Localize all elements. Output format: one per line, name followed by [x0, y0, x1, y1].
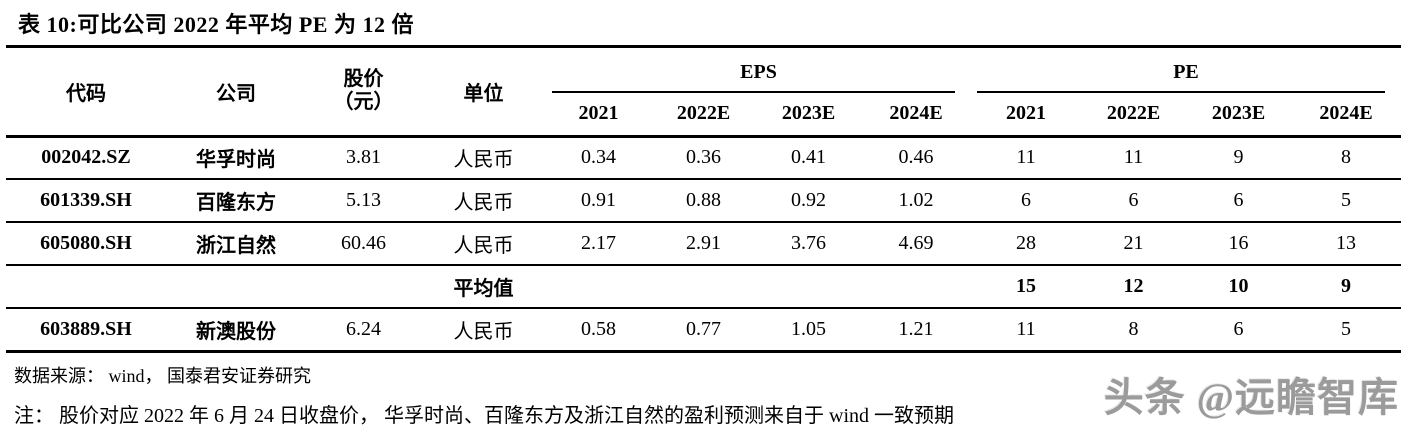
col-header-code: 代码 — [6, 48, 166, 138]
table-cell: 0.77 — [651, 308, 756, 353]
table-cell: 平均值 — [421, 265, 546, 309]
table-cell: 0.46 — [861, 136, 971, 180]
table-cell: 人民币 — [421, 136, 546, 180]
table-cell: 15 — [971, 265, 1081, 309]
table-cell: 5.13 — [306, 179, 421, 223]
table-cell: 11 — [1081, 136, 1186, 180]
table-cell — [166, 265, 306, 309]
table-cell: 60.46 — [306, 222, 421, 266]
col-group-eps: EPS — [546, 48, 971, 93]
table-cell: 人民币 — [421, 179, 546, 223]
table-cell: 新澳股份 — [166, 308, 306, 353]
eps-year-2023e: 2023E — [756, 93, 861, 138]
table-cell: 0.88 — [651, 179, 756, 223]
table-row: 605080.SH 浙江自然 60.46 人民币 2.17 2.91 3.76 4.69 28 2… — [6, 222, 1401, 266]
table-cell: 3.81 — [306, 136, 421, 180]
pe-group-label: PE — [1173, 61, 1199, 83]
table-cell: 8 — [1291, 136, 1401, 180]
table-cell: 605080.SH — [6, 222, 166, 266]
table-cell: 0.34 — [546, 136, 651, 180]
table-cell: 6 — [1186, 308, 1291, 353]
table-cell: 5 — [1291, 308, 1401, 353]
table-cell: 1.21 — [861, 308, 971, 353]
table-cell: 0.41 — [756, 136, 861, 180]
table-cell — [861, 265, 971, 309]
col-header-price: 股价 （元） — [306, 48, 421, 138]
table-cell: 浙江自然 — [166, 222, 306, 266]
col-header-unit: 单位 — [421, 48, 546, 138]
table-cell — [651, 265, 756, 309]
table-cell: 6 — [971, 179, 1081, 223]
eps-year-2024e: 2024E — [861, 93, 971, 138]
table-cell — [306, 265, 421, 309]
table-title-block: 表 10:可比公司 2022 年平均 PE 为 12 倍 — [6, 0, 1401, 48]
table-title: 表 10:可比公司 2022 年平均 PE 为 12 倍 — [18, 12, 414, 37]
table-header: 代码 公司 股价 （元） 单位 EPS PE 2021 2022E 2023E … — [6, 48, 1401, 138]
table-cell — [756, 265, 861, 309]
table-cell: 0.36 — [651, 136, 756, 180]
table-cell: 百隆东方 — [166, 179, 306, 223]
table-cell: 人民币 — [421, 222, 546, 266]
table-cell: 2.91 — [651, 222, 756, 266]
table-cell: 21 — [1081, 222, 1186, 266]
eps-year-2021: 2021 — [546, 93, 651, 138]
table-cell: 601339.SH — [6, 179, 166, 223]
pe-year-2024e: 2024E — [1291, 93, 1401, 138]
table-cell: 16 — [1186, 222, 1291, 266]
table-cell: 0.58 — [546, 308, 651, 353]
eps-year-2022e: 2022E — [651, 93, 756, 138]
table-cell: 4.69 — [861, 222, 971, 266]
table-cell: 人民币 — [421, 308, 546, 353]
watermark: 头条 @远瞻智库 — [1103, 375, 1399, 420]
col-header-company: 公司 — [166, 48, 306, 138]
pe-year-2022e: 2022E — [1081, 93, 1186, 138]
table-cell: 11 — [971, 136, 1081, 180]
table-cell: 2.17 — [546, 222, 651, 266]
table-cell: 12 — [1081, 265, 1186, 309]
table-cell: 0.92 — [756, 179, 861, 223]
col-header-price-line1: 股价 — [343, 68, 384, 91]
table-cell: 28 — [971, 222, 1081, 266]
table-cell: 8 — [1081, 308, 1186, 353]
table-body: 002042.SZ 华孚时尚 3.81 人民币 0.34 0.36 0.41 0.46 11 11… — [6, 136, 1401, 353]
col-group-pe: PE — [971, 48, 1401, 93]
table-cell: 11 — [971, 308, 1081, 353]
table-cell: 1.05 — [756, 308, 861, 353]
table-row: 002042.SZ 华孚时尚 3.81 人民币 0.34 0.36 0.41 0.46 11 11… — [6, 136, 1401, 180]
table-row: 603889.SH 新澳股份 6.24 人民币 0.58 0.77 1.05 1.21 11 8 6… — [6, 308, 1401, 353]
col-header-price-line2: （元） — [333, 91, 394, 114]
pe-year-2023e: 2023E — [1186, 93, 1291, 138]
table-cell — [6, 265, 166, 309]
table-cell: 华孚时尚 — [166, 136, 306, 180]
table-cell: 9 — [1291, 265, 1401, 309]
table-row: 平均值 15 12 10 9 — [6, 265, 1401, 309]
table-cell: 6 — [1081, 179, 1186, 223]
table-cell: 9 — [1186, 136, 1291, 180]
table-cell: 603889.SH — [6, 308, 166, 353]
footnote-line: 注： 股价对应 2022 年 6 月 24 日收盘价， 华孚时尚、百隆东方及浙江… — [14, 404, 954, 427]
eps-group-label: EPS — [740, 61, 777, 83]
data-source-line: 数据来源： wind， 国泰君安证券研究 — [14, 365, 311, 386]
table-cell: 0.91 — [546, 179, 651, 223]
pe-year-2021: 2021 — [971, 93, 1081, 138]
table-row: 601339.SH 百隆东方 5.13 人民币 0.91 0.88 0.92 1.02 6 6 6 5 — [6, 179, 1401, 223]
header-year-row: 2021 2022E 2023E 2024E 2021 2022E 2023E … — [6, 93, 1401, 138]
table-cell: 6.24 — [306, 308, 421, 353]
table-cell: 1.02 — [861, 179, 971, 223]
table-cell: 3.76 — [756, 222, 861, 266]
header-group-row: 代码 公司 股价 （元） 单位 EPS PE — [6, 48, 1401, 138]
table-cell: 5 — [1291, 179, 1401, 223]
table-cell: 002042.SZ — [6, 136, 166, 180]
comparable-companies-table: 代码 公司 股价 （元） 单位 EPS PE 2021 2022E 2023E … — [6, 48, 1401, 353]
table-cell: 10 — [1186, 265, 1291, 309]
table-cell: 13 — [1291, 222, 1401, 266]
table-cell: 6 — [1186, 179, 1291, 223]
table-cell — [546, 265, 651, 309]
